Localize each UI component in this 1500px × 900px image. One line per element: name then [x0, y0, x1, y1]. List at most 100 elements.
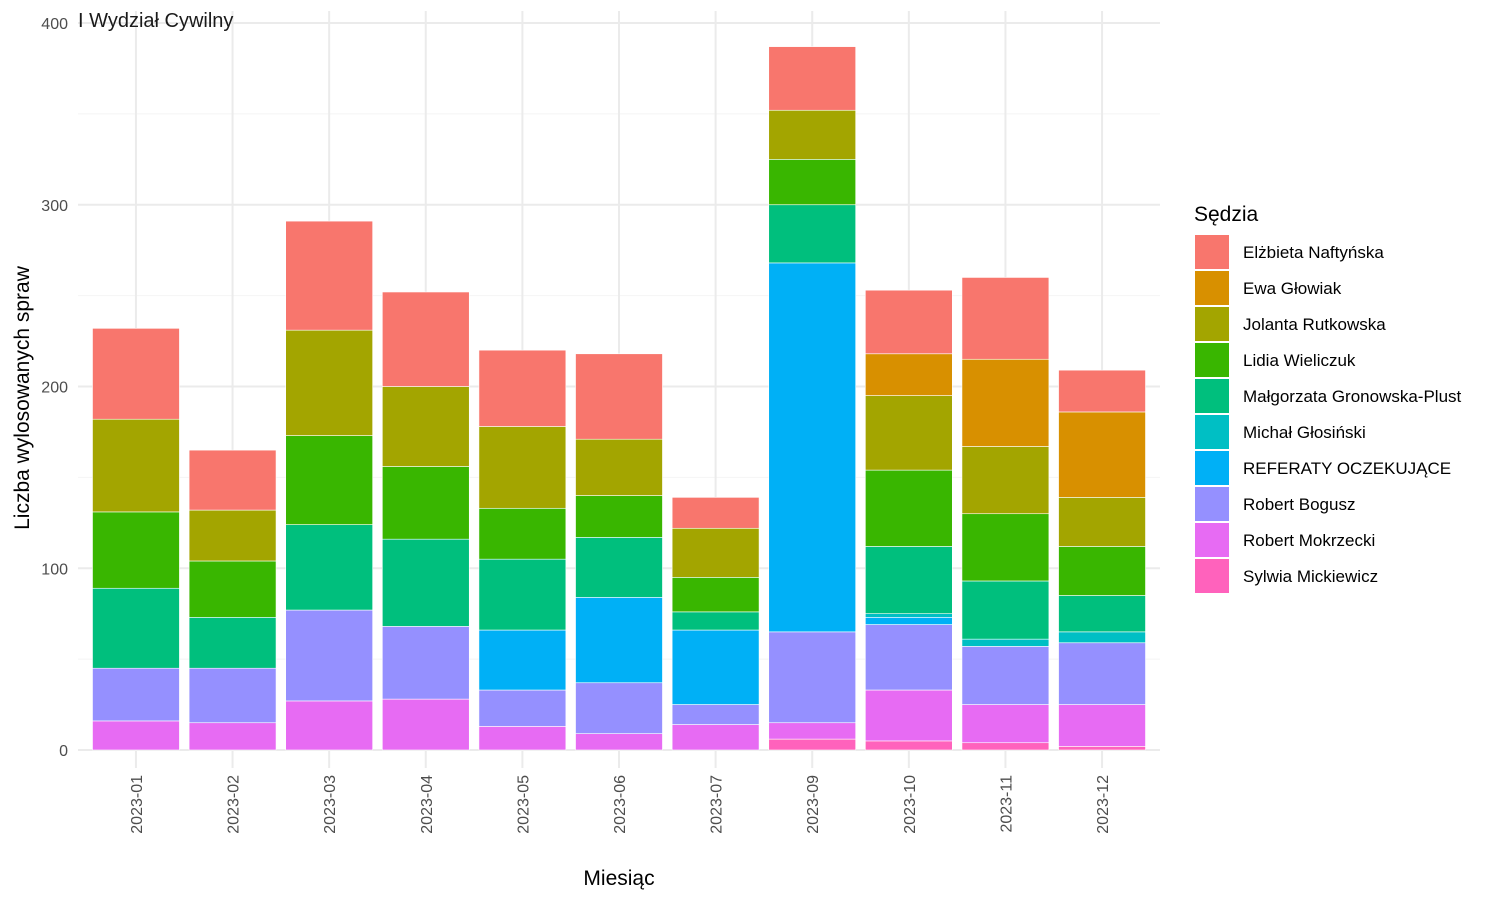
- bar-segment: [865, 546, 953, 614]
- legend-swatch: [1195, 343, 1229, 377]
- bar-segment: [865, 689, 953, 742]
- legend-label: Sylwia Mickiewicz: [1243, 567, 1378, 586]
- bar-segment: [671, 527, 760, 578]
- legend-label: Jolanta Rutkowska: [1243, 315, 1386, 334]
- x-tick-label: 2023-11: [998, 775, 1015, 833]
- bar-segment: [188, 617, 277, 669]
- bar-segment: [382, 386, 470, 467]
- bar-segment: [768, 631, 856, 724]
- bar-segment: [92, 587, 180, 669]
- legend-label: Ewa Głowiak: [1243, 279, 1342, 298]
- bar-segment: [575, 495, 663, 538]
- y-tick-label: 400: [41, 16, 68, 33]
- legend-swatch: [1195, 523, 1229, 557]
- legend-label: REFERATY OCZEKUJĄCE: [1243, 459, 1451, 478]
- bar-segment: [768, 204, 856, 264]
- bar-segment: [865, 617, 953, 625]
- bar-segment: [1058, 411, 1146, 498]
- bar-segment: [961, 646, 1050, 705]
- bar-segment: [1058, 497, 1146, 547]
- legend-label: Elżbieta Naftyńska: [1243, 243, 1384, 262]
- bar-segment: [1058, 369, 1146, 413]
- x-tick-label: 2023-07: [709, 775, 726, 834]
- y-tick-label: 100: [41, 561, 68, 578]
- bar-segment: [285, 329, 373, 436]
- legend-swatch: [1195, 307, 1229, 341]
- bar-segment: [865, 353, 953, 396]
- bar-segment: [188, 667, 277, 724]
- bar-segment: [382, 466, 470, 540]
- bar-segment: [478, 726, 567, 751]
- bar-segment: [865, 613, 953, 618]
- bar-segment: [865, 289, 953, 355]
- legend-label: Małgorzata Gronowska-Plust: [1243, 387, 1462, 406]
- legend-swatch: [1195, 379, 1229, 413]
- y-tick-label: 0: [59, 743, 68, 760]
- bar-segment: [575, 353, 663, 440]
- bar-segment: [1058, 546, 1146, 596]
- bar-segment: [961, 446, 1050, 515]
- legend-label: Robert Mokrzecki: [1243, 531, 1375, 550]
- bar-segment: [575, 682, 663, 734]
- bar-segment: [188, 722, 277, 751]
- x-axis-title: Miesiąc: [583, 867, 654, 890]
- bar-segment: [768, 109, 856, 160]
- bar-segment: [478, 689, 567, 727]
- x-tick-label: 2023-01: [129, 775, 146, 834]
- bar-segment: [865, 395, 953, 471]
- bar-segment: [1058, 746, 1146, 751]
- x-tick-label: 2023-05: [515, 775, 532, 834]
- bar-segment: [92, 328, 180, 420]
- bar-segment: [768, 262, 856, 633]
- bar-segment: [768, 722, 856, 740]
- chart-title: I Wydział Cywilny: [78, 10, 233, 32]
- bar-segment: [1058, 631, 1146, 644]
- bar-segment: [478, 507, 567, 560]
- bar-segment: [575, 537, 663, 598]
- y-axis-title: Liczba wylosowanych spraw: [11, 265, 34, 530]
- legend-swatch: [1195, 559, 1229, 593]
- bar-segment: [671, 704, 760, 725]
- x-tick-label: 2023-09: [805, 775, 822, 834]
- x-tick-label: 2023-03: [322, 775, 339, 834]
- bar-segment: [1058, 595, 1146, 633]
- bar-segment: [478, 349, 567, 427]
- bar-segment: [671, 497, 760, 529]
- bar-segment: [478, 426, 567, 509]
- legend: Sędzia Elżbieta Naftyńska Ewa Głowiak Jola…: [1194, 203, 1462, 593]
- legend-swatch: [1195, 487, 1229, 521]
- bar-segment: [961, 704, 1050, 744]
- bar-segment: [188, 449, 277, 511]
- bar-segment: [961, 277, 1050, 360]
- bar-segment: [92, 720, 180, 751]
- x-tick-label: 2023-10: [902, 775, 919, 834]
- legend-swatch: [1195, 271, 1229, 305]
- y-tick-label: 300: [41, 198, 68, 215]
- bar-segment: [382, 291, 470, 387]
- legend-swatch: [1195, 235, 1229, 269]
- bar-segment: [382, 626, 470, 700]
- bar-segment: [768, 46, 856, 111]
- bar-segment: [961, 513, 1050, 582]
- legend-title: Sędzia: [1194, 203, 1259, 226]
- legend-label: Robert Bogusz: [1243, 495, 1355, 514]
- y-tick-label: 200: [41, 380, 68, 397]
- bar-segment: [961, 580, 1050, 640]
- bar-segment: [92, 511, 180, 589]
- legend-label: Michał Głosiński: [1243, 423, 1366, 442]
- bar-segment: [961, 742, 1050, 751]
- bar-segment: [575, 597, 663, 684]
- bar-segment: [285, 609, 373, 702]
- bar-segment: [961, 638, 1050, 647]
- bar-segment: [188, 509, 277, 562]
- bar-segment: [285, 435, 373, 525]
- bar-segment: [865, 624, 953, 691]
- legend-swatch: [1195, 415, 1229, 449]
- bar-segment: [92, 418, 180, 513]
- bar-segment: [671, 629, 760, 705]
- bar-segment: [92, 667, 180, 722]
- bar-segment: [285, 220, 373, 331]
- x-tick-label: 2023-02: [226, 775, 243, 834]
- bar-segment: [671, 577, 760, 613]
